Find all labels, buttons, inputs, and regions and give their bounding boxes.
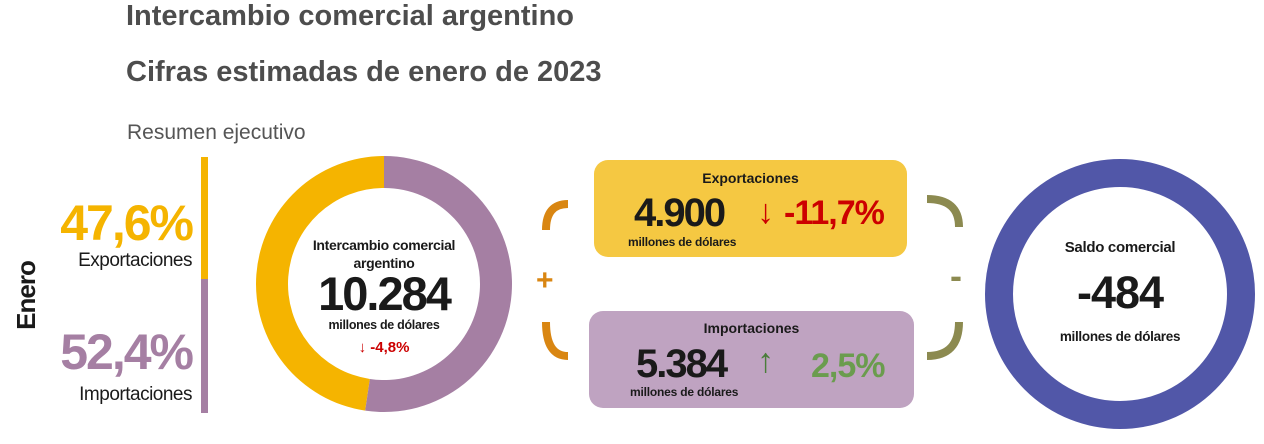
exports-share-bar: [201, 157, 208, 279]
balance-ring: [985, 159, 1255, 429]
exports-card-value: 4.900: [634, 191, 726, 235]
plus-bracket-top: [542, 200, 569, 231]
exports-card-title: Exportaciones: [702, 170, 799, 186]
exports-card-arrow-down-icon: ↓: [757, 193, 774, 231]
exports-card: Exportaciones 4.900 ↓ -11,7% millones de…: [594, 160, 907, 257]
imports-card-title: Importaciones: [703, 320, 800, 336]
donut-total-value: 10.284: [318, 267, 452, 320]
donut-change: ↓ -4,8%: [358, 339, 410, 356]
exports-card-unit: millones de dólares: [628, 235, 737, 249]
minus-bracket-bottom: [926, 321, 963, 360]
section-label: Resumen ejecutivo: [127, 121, 306, 144]
imports-share-value: 52,4%: [60, 324, 194, 380]
imports-card-arrow-up-icon: ↑: [757, 342, 774, 380]
plus-sign: +: [536, 264, 554, 297]
exports-card-change: -11,7%: [784, 194, 885, 232]
donut-label-line1: Intercambio comercial: [312, 237, 456, 253]
imports-card-unit: millones de dólares: [630, 385, 739, 399]
minus-sign: -: [950, 255, 962, 296]
donut-slice-imports: [365, 156, 512, 412]
imports-card-value: 5.384: [636, 342, 728, 386]
exports-share-value: 47,6%: [60, 195, 194, 251]
period-label: Enero: [0, 255, 52, 335]
imports-share-bar: [201, 278, 208, 413]
imports-card: Importaciones 5.384 ↑ 2,5% millones de d…: [589, 311, 914, 408]
trade-donut-chart: [256, 156, 512, 412]
imports-share-label: Importaciones: [79, 384, 192, 405]
minus-bracket-top: [926, 195, 963, 228]
exports-share-label: Exportaciones: [78, 250, 192, 271]
page-title: Intercambio comercial argentino: [126, 0, 575, 32]
donut-slice-exports: [256, 156, 384, 411]
balance-value: -484: [1076, 267, 1164, 318]
donut-label: Intercambio comercial argentino: [296, 236, 472, 272]
imports-card-change: 2,5%: [811, 347, 885, 385]
plus-bracket-bottom: [542, 321, 569, 360]
donut-unit: millones de dólares: [328, 318, 440, 332]
balance-label: Saldo comercial: [1064, 239, 1176, 256]
donut-label-line2: argentino: [353, 255, 415, 271]
balance-unit: millones de dólares: [1059, 329, 1181, 344]
period-label-text: Enero: [10, 260, 41, 330]
page-subtitle: Cifras estimadas de enero de 2023: [126, 56, 602, 88]
